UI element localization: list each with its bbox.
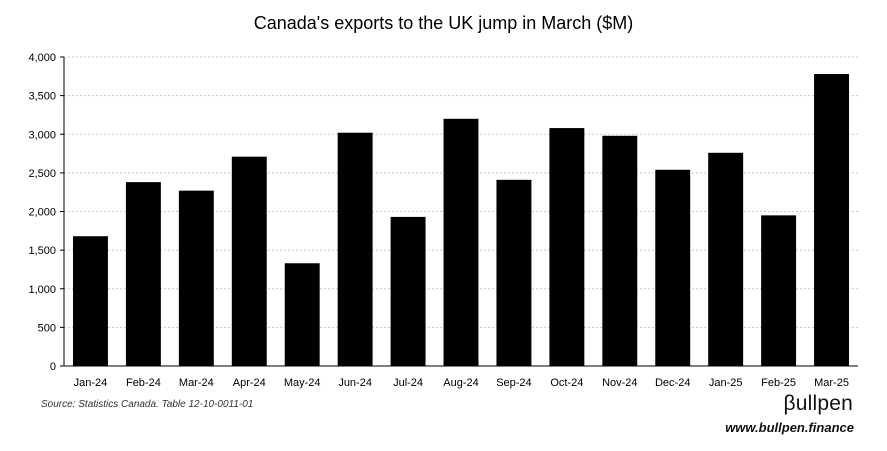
x-tick-label: Nov-24 [602, 377, 637, 389]
x-tick-labels: Jan-24 Feb-24 Mar-24 Apr-24 May-24 Jun-24 Jul-… [74, 377, 849, 389]
bar [602, 135, 638, 366]
x-tick-label: Feb-24 [126, 377, 161, 389]
y-tick-label: 1,000 [28, 284, 56, 296]
x-tick-label: Feb-25 [761, 377, 796, 389]
axes [60, 56, 858, 367]
bar [72, 236, 108, 366]
bar [284, 263, 320, 366]
x-tick-label: May-24 [284, 377, 321, 389]
x-tick-label: Mar-25 [814, 377, 849, 389]
x-tick-label: Oct-24 [550, 377, 583, 389]
bar [443, 118, 479, 366]
bar [337, 132, 373, 366]
x-tick-label: Dec-24 [655, 377, 690, 389]
y-tick-label: 2,000 [28, 207, 56, 219]
x-tick-label: Apr-24 [233, 377, 266, 389]
x-tick-label: Mar-24 [179, 377, 214, 389]
x-tick-label: Jun-24 [338, 377, 372, 389]
x-tick-label: Aug-24 [443, 377, 478, 389]
y-tick-labels: 0 500 1,000 1,500 2,000 2,500 3,000 3,500 4,000 [28, 52, 56, 373]
bar [231, 156, 267, 366]
bars [72, 73, 850, 367]
brand-url: www.bullpen.finance [725, 420, 854, 435]
bar [125, 182, 161, 366]
bar [496, 179, 532, 366]
bar [814, 73, 850, 367]
bar [761, 215, 797, 366]
y-tick-label: 1,500 [28, 245, 56, 257]
y-tick-label: 3,000 [28, 129, 56, 141]
x-tick-label: Sep-24 [496, 377, 531, 389]
bar [178, 190, 214, 366]
source-note: Source: Statistics Canada. Table 12-10-0… [41, 399, 254, 410]
x-tick-label: Jan-25 [709, 377, 743, 389]
bar [655, 169, 691, 366]
brand-logo: βullpen [783, 392, 853, 415]
bar [549, 128, 585, 366]
bar [708, 152, 744, 366]
y-tick-label: 2,500 [28, 168, 56, 180]
x-tick-label: Jul-24 [393, 377, 423, 389]
bar [390, 216, 426, 366]
y-tick-label: 0 [50, 361, 56, 373]
y-tick-label: 500 [38, 322, 56, 334]
x-tick-label: Jan-24 [74, 377, 108, 389]
y-tick-label: 4,000 [28, 52, 56, 64]
chart-title: Canada's exports to the UK jump in March… [253, 13, 634, 33]
y-tick-label: 3,500 [28, 91, 56, 103]
